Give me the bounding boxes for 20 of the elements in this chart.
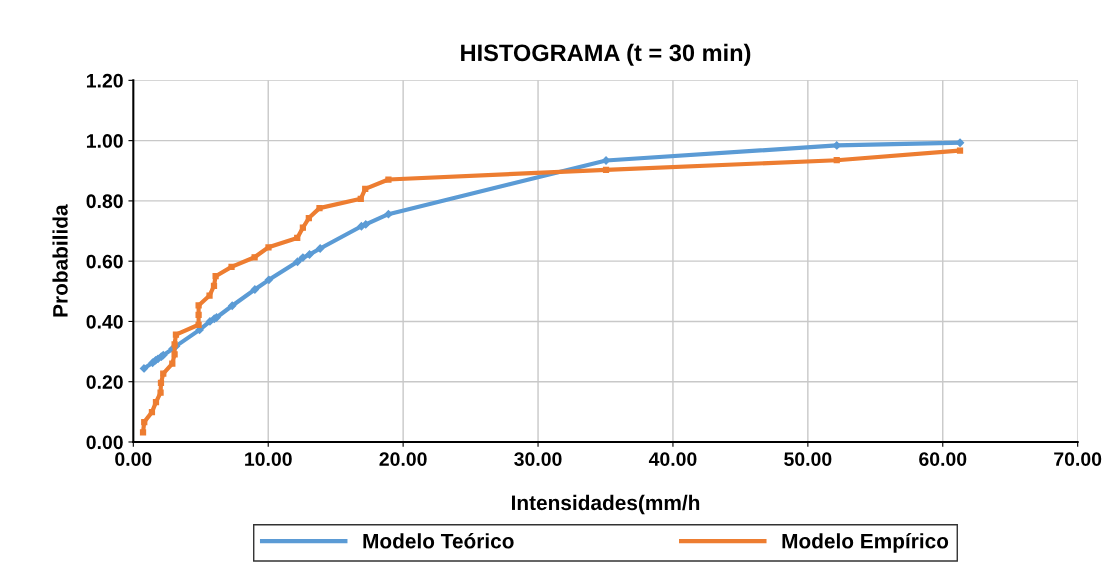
legend-label: Modelo Teórico [363,533,514,549]
y-tick-label: 1.20 [86,73,123,88]
x-tick-label: 30.00 [514,452,562,467]
x-tick-label: 20.00 [379,452,427,466]
x-axis-title: Intensidades(mm/h [511,494,700,515]
y-axis-title: Probabilida [52,204,68,317]
x-tick-label: 70.00 [1054,452,1102,466]
y-tick-label: 0.00 [86,435,123,450]
y-tick-label: 0.60 [86,254,123,269]
x-tick-label: 0.00 [115,452,152,466]
y-tick-label: 0.40 [86,314,123,329]
y-tick-label: 1.00 [86,134,123,148]
x-tick-label: 50.00 [784,452,832,466]
x-tick-label: 10.00 [245,452,292,466]
y-tick-label: 0.80 [86,194,123,209]
x-tick-label: 60.00 [919,452,967,466]
x-tick-label: 40.00 [648,452,697,466]
y-tick-label: 0.20 [86,375,123,389]
legend-label: Modelo Empírico [782,533,949,553]
chart-title: HISTOGRAMA (t = 30 min) [461,43,751,66]
